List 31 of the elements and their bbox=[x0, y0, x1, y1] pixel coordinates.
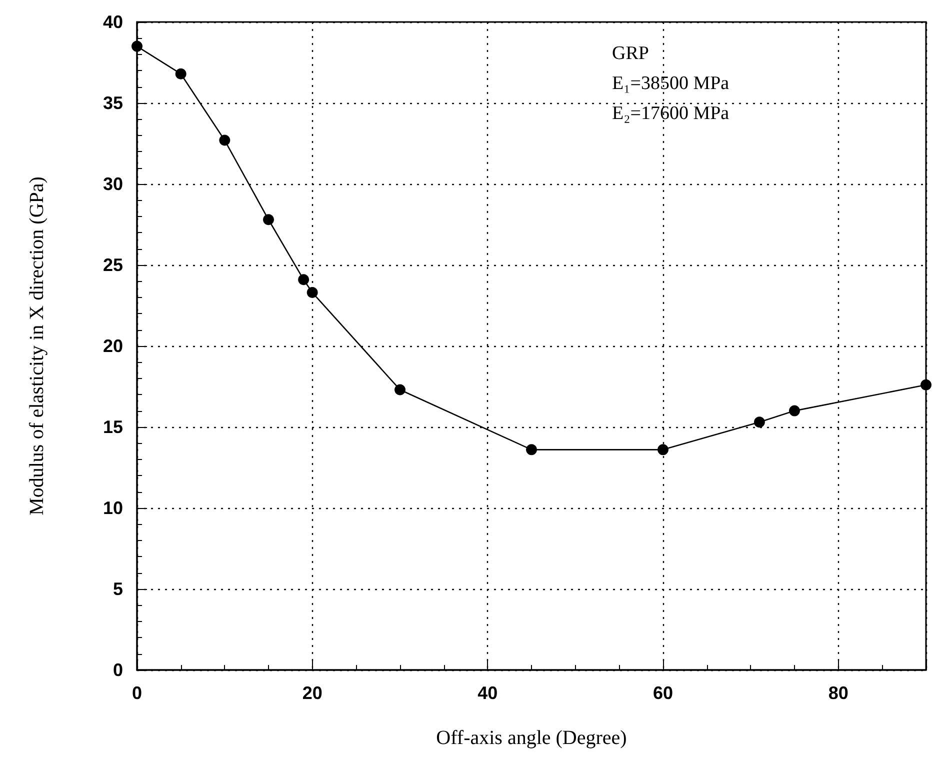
point bbox=[175, 68, 186, 80]
point bbox=[132, 40, 142, 52]
point bbox=[754, 416, 765, 428]
y-tick-label: 35 bbox=[102, 93, 123, 113]
point bbox=[526, 444, 537, 456]
point bbox=[789, 405, 800, 416]
y-tick-label: 40 bbox=[102, 12, 123, 32]
y-tick-label: 30 bbox=[102, 174, 123, 194]
y-tick-label: 0 bbox=[112, 660, 123, 680]
point bbox=[263, 214, 274, 226]
point bbox=[298, 274, 310, 286]
y-tick-label: 20 bbox=[102, 336, 123, 356]
y-tick-label: 25 bbox=[102, 255, 123, 275]
x-tick-label: 60 bbox=[652, 683, 674, 703]
x-tick-label: 40 bbox=[478, 683, 498, 703]
x-tick-label: 0 bbox=[132, 683, 142, 703]
annotation: E₂=17600 MPa bbox=[612, 103, 730, 124]
point bbox=[306, 287, 318, 298]
y-tick-label: 15 bbox=[102, 417, 123, 437]
point bbox=[394, 384, 406, 396]
x-tick-label: 20 bbox=[302, 683, 322, 703]
y-tick-label: 5 bbox=[112, 579, 123, 599]
annotation: E₁=38500 MPa bbox=[612, 73, 730, 94]
x-tick-label: 80 bbox=[828, 683, 848, 703]
point bbox=[658, 444, 668, 456]
point bbox=[219, 134, 230, 146]
y-tick-label: 10 bbox=[102, 498, 123, 518]
point bbox=[920, 379, 932, 390]
annotation: GRP bbox=[612, 43, 649, 64]
x-axis-title: Off-axis angle (Degree) bbox=[436, 727, 627, 749]
y-axis-title: Modulus of elasticity in X direction (GPa) bbox=[26, 176, 48, 516]
